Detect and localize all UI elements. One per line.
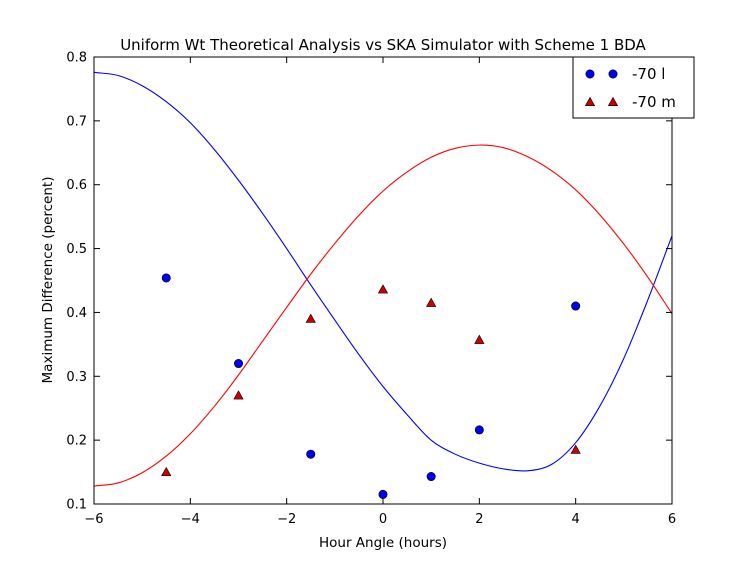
data-point--70-l [306,449,316,459]
legend-marker [608,69,618,79]
data-point--70-m [426,297,437,307]
y-tick-label: 0.6 [66,178,87,193]
x-tick-label: 4 [572,512,580,527]
data-point--70-m [570,444,581,454]
x-tick-label: −2 [277,512,296,527]
x-tick-label: 2 [475,512,483,527]
y-tick-label: 0.4 [66,306,87,321]
data-point--70-m [474,334,485,344]
data-point--70-l [378,489,388,499]
x-tick-label: −6 [84,512,103,527]
data-point--70-l [474,425,484,435]
plot-area [93,56,673,505]
y-tick-label: 0.3 [66,370,87,385]
x-tick-label: 0 [379,512,387,527]
y-tick-label: 0.1 [66,498,87,513]
x-tick-label: −4 [181,512,200,527]
legend-label: -70 l [632,65,665,83]
data-point--70-m [305,313,316,323]
y-tick-label: 0.5 [66,242,87,257]
data-point--70-l [426,472,436,482]
data-point--70-l [161,273,171,283]
y-tick-label: 0.2 [66,434,87,449]
series-line-theoretical-l [94,71,672,472]
y-tick-label: 0.7 [66,114,87,129]
series-line-theoretical-m [94,144,672,487]
legend-box [572,56,695,119]
legend-label: -70 m [632,93,676,111]
legend-marker [584,96,596,106]
legend: -70 l -70 m [572,56,695,119]
chart-title: Uniform Wt Theoretical Analysis vs SKA S… [120,36,646,54]
data-point--70-m [161,466,172,477]
legend-marker [585,69,595,79]
y-tick-label: 0.8 [66,51,87,66]
legend-marker [607,96,619,106]
data-point--70-l [571,301,581,311]
data-point--70-m [377,284,389,294]
y-axis-label: Maximum Difference (percent) [40,177,56,384]
x-axis-label: Hour Angle (hours) [319,535,447,551]
data-point--70-m [233,390,244,400]
x-tick-label: 6 [668,512,676,527]
data-point--70-l [234,359,244,369]
